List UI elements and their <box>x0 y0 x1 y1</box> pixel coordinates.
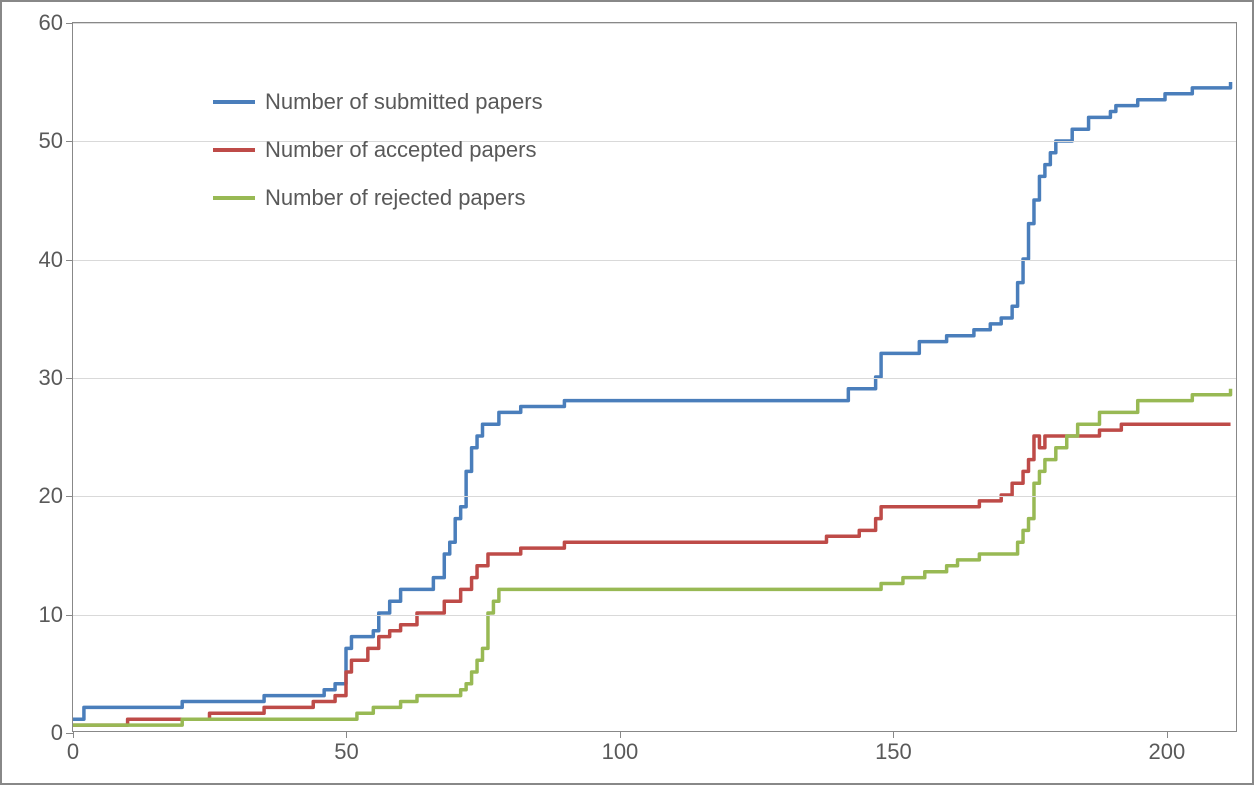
gridline-y <box>73 615 1236 616</box>
y-axis-label: 40 <box>39 247 73 273</box>
y-axis-label: 50 <box>39 128 73 154</box>
legend-item: Number of submitted papers <box>213 89 543 115</box>
y-axis-label: 60 <box>39 10 73 36</box>
plot-area: Number of submitted papers Number of acce… <box>72 22 1237 732</box>
gridline-y <box>73 496 1236 497</box>
chart-container: Number of submitted papers Number of acce… <box>0 0 1254 785</box>
y-axis-label: 20 <box>39 483 73 509</box>
gridline-y <box>73 23 1236 24</box>
legend-swatch <box>213 148 255 152</box>
x-axis-label: 100 <box>602 731 639 765</box>
x-axis-label: 200 <box>1149 731 1186 765</box>
legend-item: Number of accepted papers <box>213 137 543 163</box>
legend-swatch <box>213 196 255 200</box>
x-axis-label: 0 <box>67 731 79 765</box>
gridline-y <box>73 260 1236 261</box>
y-axis-label: 10 <box>39 602 73 628</box>
legend-item: Number of rejected papers <box>213 185 543 211</box>
legend-label: Number of submitted papers <box>265 89 543 115</box>
gridline-y <box>73 378 1236 379</box>
legend-label: Number of rejected papers <box>265 185 525 211</box>
x-axis-label: 50 <box>334 731 358 765</box>
y-axis-label: 30 <box>39 365 73 391</box>
legend: Number of submitted papers Number of acce… <box>213 89 543 233</box>
legend-label: Number of accepted papers <box>265 137 537 163</box>
legend-swatch <box>213 100 255 104</box>
x-axis-label: 150 <box>875 731 912 765</box>
series-accepted <box>73 424 1231 725</box>
series-rejected <box>73 389 1231 725</box>
